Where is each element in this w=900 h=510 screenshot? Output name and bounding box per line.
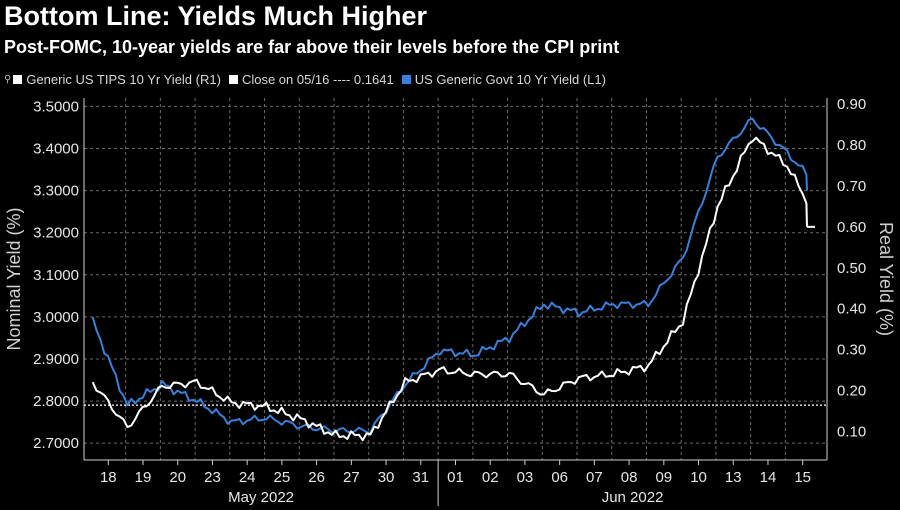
y-tick-label-right: 0.90: [837, 96, 866, 113]
month-label-may: May 2022: [228, 489, 294, 506]
x-tick-label: 09: [655, 469, 672, 486]
y-axis-title-left: Nominal Yield (%): [4, 207, 24, 350]
x-tick-label: 31: [412, 469, 429, 486]
x-tick-label: 25: [274, 469, 291, 486]
month-label-jun: Jun 2022: [602, 489, 664, 506]
y-tick-label-left: 3.2000: [33, 225, 79, 242]
y-tick-label-left: 2.7000: [33, 435, 79, 452]
legend-item-govt: US Generic Govt 10 Yr Yield (L1): [401, 72, 606, 87]
x-tick-label: 02: [482, 469, 499, 486]
chart-subtitle: Post-FOMC, 10-year yields are far above …: [4, 37, 620, 57]
series-line-real-yield: [91, 136, 808, 442]
x-tick-label: 08: [621, 469, 638, 486]
x-tick-label: 20: [169, 469, 186, 486]
x-tick-label: 01: [447, 469, 464, 486]
x-tick-label: 24: [239, 469, 256, 486]
x-tick-label: 23: [204, 469, 221, 486]
y-tick-label-right: 0.70: [837, 178, 866, 195]
y-tick-label-right: 0.80: [837, 137, 866, 154]
y-axis-title-right: Real Yield (%): [876, 222, 896, 336]
y-tick-label-right: 0.60: [837, 219, 866, 236]
legend-swatch-white: [13, 75, 23, 84]
x-tick-label: 30: [378, 469, 395, 486]
y-tick-label-left: 3.5000: [33, 98, 79, 115]
y-tick-label-right: 0.40: [837, 301, 866, 318]
y-tick-label-left: 2.8000: [33, 393, 79, 410]
legend-item-tips: ⚲ Generic US TIPS 10 Yr Yield (R1): [4, 72, 221, 87]
y-tick-label-right: 0.50: [837, 260, 866, 277]
x-tick-label: 18: [100, 469, 117, 486]
y-tick-label-left: 3.3000: [33, 183, 79, 200]
y-tick-label-left: 3.4000: [33, 141, 79, 158]
legend-label-close: Close on 05/16 ---- 0.1641: [241, 72, 394, 87]
x-tick-label: 26: [308, 469, 325, 486]
chart-title: Bottom Line: Yields Much Higher: [4, 1, 428, 31]
x-tick-label: 19: [135, 469, 152, 486]
x-tick-label: 10: [690, 469, 707, 486]
y-tick-label-right: 0.20: [837, 382, 866, 399]
x-tick-label: 03: [517, 469, 534, 486]
x-tick-label: 27: [343, 469, 360, 486]
legend-swatch-close: [228, 75, 238, 84]
x-tick-label: 06: [551, 469, 568, 486]
series-line-nominal-yield: [91, 117, 808, 435]
legend-item-close: Close on 05/16 ---- 0.1641: [228, 72, 394, 87]
y-tick-label-left: 2.9000: [33, 351, 79, 368]
legend-label-govt: US Generic Govt 10 Yr Yield (L1): [414, 72, 606, 87]
legend-swatch-blue: [401, 75, 411, 84]
y-tick-label-left: 3.0000: [33, 309, 79, 326]
x-tick-label: 13: [725, 469, 742, 486]
x-tick-label: 07: [586, 469, 603, 486]
x-tick-label: 14: [760, 469, 777, 486]
y-tick-label-right: 0.10: [837, 423, 866, 440]
y-tick-label-right: 0.30: [837, 342, 866, 359]
legend-label-tips: Generic US TIPS 10 Yr Yield (R1): [26, 72, 221, 87]
pin-icon: ⚲: [4, 74, 12, 85]
chart-legend: ⚲ Generic US TIPS 10 Yr Yield (R1) Close…: [4, 72, 614, 87]
y-tick-label-left: 3.1000: [33, 267, 79, 284]
x-tick-label: 15: [794, 469, 811, 486]
